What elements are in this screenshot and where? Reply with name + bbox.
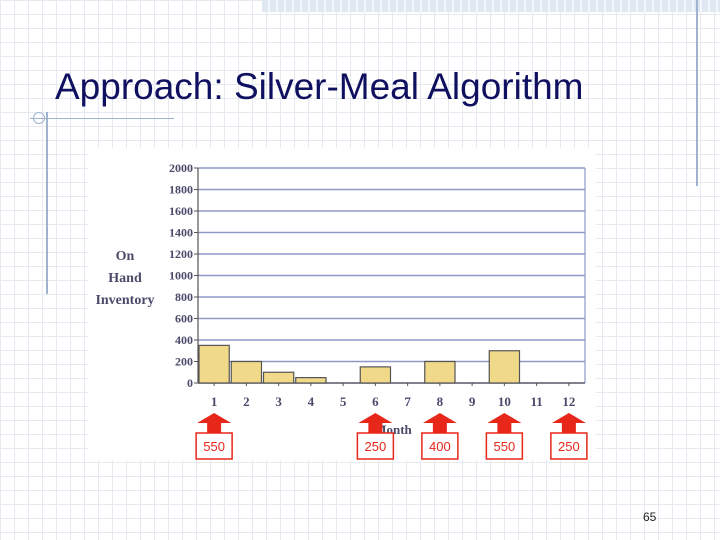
decorative-left-line (46, 112, 48, 294)
x-tick-label: 1 (211, 394, 218, 409)
bar (488, 350, 521, 384)
order-quantity-label: 550 (494, 439, 516, 454)
y-axis-label: Inventory (95, 293, 154, 308)
y-tick-label: 400 (175, 333, 193, 347)
decorative-title-underline (30, 118, 174, 119)
y-tick-label: 600 (175, 312, 193, 326)
x-tick-label: 12 (562, 394, 575, 409)
order-quantity-label: 550 (203, 439, 225, 454)
y-tick-label: 800 (175, 290, 193, 304)
order-arrow (197, 413, 232, 433)
order-arrow (487, 413, 522, 433)
x-tick-label: 10 (498, 394, 511, 409)
order-quantity-label: 400 (429, 439, 451, 454)
y-tick-label: 200 (175, 355, 193, 369)
y-tick-label: 1200 (169, 247, 193, 261)
y-tick-label: 1000 (169, 269, 193, 283)
x-tick-label: 6 (372, 394, 379, 409)
order-quantity-box (550, 432, 588, 460)
y-tick-label: 1600 (169, 204, 193, 218)
chart-panel: 0 200 400 600 800 1000 1200 1400 1600 1800 2000 On H… (88, 148, 596, 460)
x-tick-label: 5 (340, 394, 347, 409)
order-quantity-box (356, 432, 395, 460)
y-tick-label: 2000 (169, 161, 193, 175)
y-axis-label: Hand (108, 271, 142, 286)
decorative-right-line (696, 0, 698, 186)
order-arrow (551, 413, 586, 433)
page-number: 65 (643, 510, 657, 524)
x-tick-label: 3 (275, 394, 282, 409)
bar (230, 360, 263, 384)
x-tick-label: 2 (243, 394, 250, 409)
order-quantity-label: 250 (365, 439, 387, 454)
slide-title: Approach: Silver-Meal Algorithm (55, 66, 584, 107)
bar (295, 377, 327, 384)
inventory-bar-chart: 0200400600800100012001400160018002000OnH… (95, 161, 588, 460)
x-tick-label: 4 (308, 394, 315, 409)
x-tick-label: 9 (469, 394, 476, 409)
bar (424, 360, 456, 384)
decorative-title-circle (33, 112, 45, 124)
y-tick-label: 0 (187, 376, 193, 390)
x-tick-label: 8 (437, 394, 444, 409)
y-axis-label: On (116, 249, 135, 264)
order-quantity-box (421, 432, 459, 460)
y-tick-label: 1800 (169, 183, 193, 197)
order-arrow (422, 413, 457, 433)
x-tick-label: 7 (404, 394, 411, 409)
order-arrow (358, 413, 393, 433)
bar (359, 366, 392, 384)
decorative-top-bar (262, 0, 720, 12)
x-tick-label: 11 (530, 394, 542, 409)
y-tick-label: 1400 (169, 226, 193, 240)
bar (198, 344, 230, 384)
order-quantity-label: 250 (558, 439, 580, 454)
order-quantity-box (485, 432, 524, 460)
order-quantity-box (195, 432, 233, 460)
bar (262, 371, 295, 384)
